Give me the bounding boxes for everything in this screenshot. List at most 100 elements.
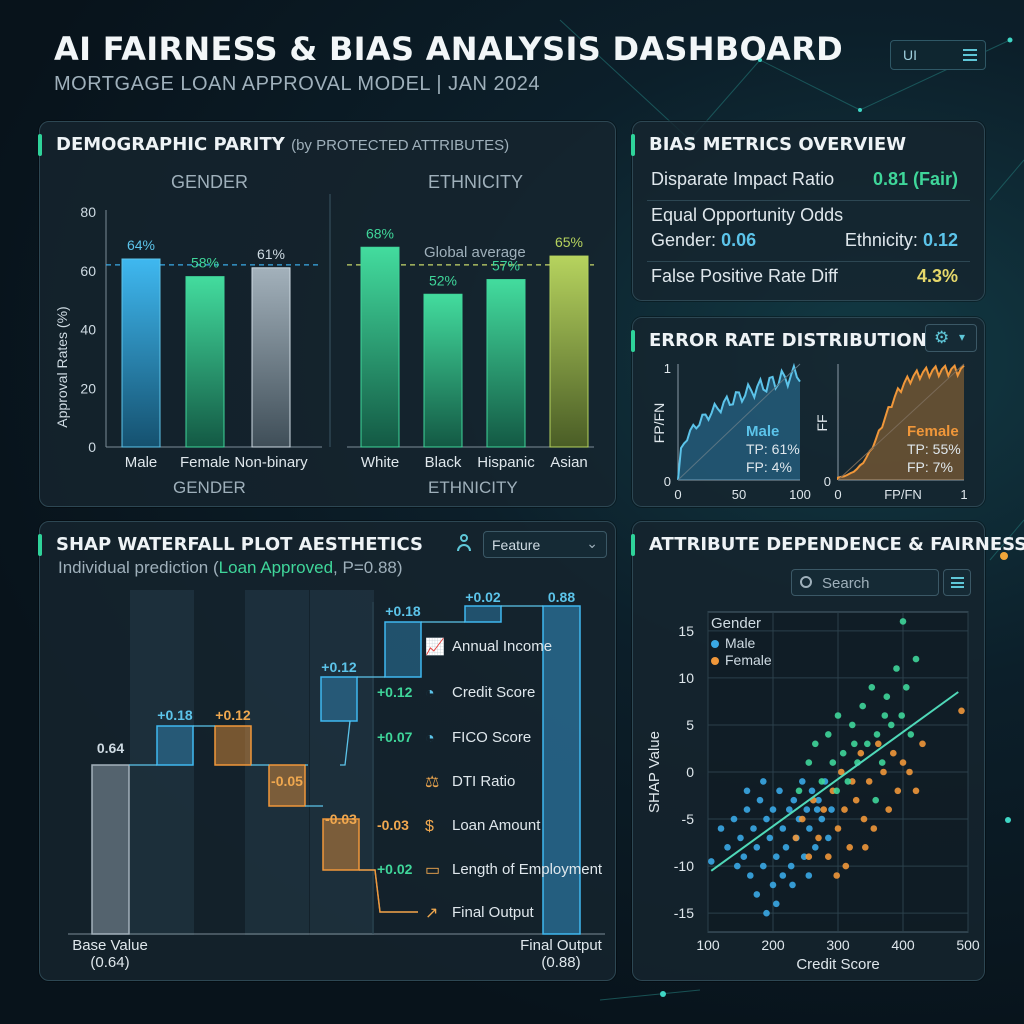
base-label-text: Base Value	[72, 937, 148, 954]
trend-line	[710, 691, 959, 872]
list-menu-button[interactable]	[943, 569, 971, 596]
right-x-label: FP/FN	[884, 487, 922, 502]
dashboard-title: AI FAIRNESS & BIAS ANALYSIS DASHBOARD	[54, 30, 844, 68]
left-fp-label: FP: 4%	[746, 459, 792, 475]
y-tick-label: 15	[678, 623, 694, 639]
waterfall-value-label: 0.64	[97, 740, 124, 756]
scatter-point	[773, 900, 780, 908]
waterfall-value-label: -0.05	[271, 773, 303, 789]
gear-icon: ⚙	[934, 328, 950, 347]
scatter-point	[825, 853, 832, 860]
final-label-text: Final Output	[520, 937, 602, 954]
scatter-point	[919, 740, 926, 748]
scatter-point	[894, 787, 902, 795]
scatter-point	[717, 825, 725, 832]
scatter-point	[839, 749, 847, 757]
scatter-point	[825, 731, 832, 738]
scatter-point	[912, 655, 920, 663]
chevron-down-icon: ▾	[959, 330, 966, 344]
ethnicity-label: Ethnicity:	[844, 230, 918, 250]
left-y-tick: 1	[664, 361, 671, 376]
scatter-point	[898, 712, 905, 719]
gauge-icon: ◔	[425, 685, 435, 702]
scatter-point	[724, 844, 731, 851]
scatter-point	[820, 806, 827, 813]
scatter-point	[842, 862, 850, 870]
waterfall-bar	[384, 621, 422, 678]
feature-name: Annual Income	[452, 638, 552, 655]
bar-female	[185, 276, 225, 448]
chart-icon: 📈	[425, 637, 445, 656]
panel-title: ERROR RATE DISTRIBUTION	[649, 330, 927, 351]
left-x-tick: 0	[674, 487, 681, 502]
x-tick-label: 300	[826, 937, 850, 953]
left-tp-label: TP: 61%	[746, 441, 800, 457]
bar-value-label: 61%	[257, 246, 285, 262]
left-curve-line	[677, 362, 801, 481]
divider	[647, 261, 970, 262]
attribute-scatter-chart: 100 200 300 400 500 -15 -10 -5 0 5 10 15 Credit Scor…	[646, 611, 980, 973]
scatter-point	[885, 806, 892, 813]
shap-waterfall-chart: 0.64 +0.18 +0.12 -0.05 -0.03 +0.12 +0.18 +0.02 0…	[68, 589, 605, 935]
x-axis-label: Credit Score	[796, 956, 879, 973]
waterfall-value-label: +0.18	[157, 707, 193, 723]
scatter-point	[872, 796, 879, 804]
scatter-point	[805, 759, 813, 766]
panel-title: SHAP WATERFALL PLOT AESTHETICS	[56, 534, 423, 555]
bar-asian	[549, 255, 589, 448]
right-fp-label: FP: 7%	[907, 459, 953, 475]
scatter-point	[828, 806, 835, 813]
shap-waterfall-panel: SHAP WATERFALL PLOT AESTHETICS Individua…	[38, 521, 616, 981]
waterfall-bar	[464, 605, 502, 623]
waterfall-connector-orange	[359, 869, 418, 913]
left-group-label: Male	[746, 423, 779, 440]
scatter-point	[763, 815, 770, 823]
scatter-point	[763, 909, 770, 917]
scatter-point	[878, 759, 886, 766]
equal-opportunity-values: Gender: 0.06 Ethnicity: 0.12	[651, 230, 958, 251]
search-input[interactable]: Search	[822, 575, 870, 592]
user-icon[interactable]	[455, 532, 473, 552]
rocket-icon: ↗	[425, 905, 438, 922]
legend-female-text: Female	[725, 652, 772, 668]
scatter-point	[864, 740, 871, 748]
bar-value-label: 65%	[555, 234, 583, 250]
x-tick-label: 400	[891, 937, 915, 953]
right-curve-line	[837, 363, 965, 480]
y-tick-label: 60	[80, 263, 96, 279]
demographic-parity-chart: 0 20 40 60 80 Approval Rates (%) Global averag…	[54, 194, 594, 471]
ui-menu-widget[interactable]: UI	[890, 40, 986, 70]
scatter-point	[773, 853, 780, 860]
y-tick-label: -15	[674, 905, 694, 921]
divider	[647, 200, 970, 201]
base-value-text: (0.64)	[90, 954, 130, 971]
search-icon	[800, 576, 812, 588]
x-tick-label: 100	[696, 937, 720, 953]
settings-dropdown[interactable]: ⚙ ▾	[925, 324, 977, 352]
scatter-point	[756, 796, 764, 804]
ui-label: UI	[903, 47, 917, 63]
gender-footer: GENDER	[173, 478, 246, 497]
subtitle-prefix: Individual prediction (	[58, 558, 219, 577]
scatter-point	[779, 825, 787, 832]
scatter-point	[888, 721, 895, 729]
scatter-point	[852, 796, 860, 804]
column-shade	[245, 590, 309, 935]
left-y-label: FP/FN	[651, 403, 667, 443]
ethnicity-footer: ETHNICITY	[428, 478, 518, 497]
scatter-point	[779, 872, 787, 879]
bar-male	[121, 258, 161, 448]
hamburger-icon[interactable]	[963, 49, 977, 61]
scatter-point	[838, 768, 845, 776]
right-x-tick: 1	[960, 487, 967, 502]
search-box[interactable]: Search	[791, 569, 939, 596]
scatter-point	[760, 862, 767, 870]
scatter-point	[857, 749, 865, 757]
right-tp-label: TP: 55%	[907, 441, 961, 457]
scatter-point	[805, 872, 813, 879]
panel-title: BIAS METRICS OVERVIEW	[649, 134, 907, 155]
feature-dropdown[interactable]: Feature ⌄	[483, 531, 607, 558]
scatter-point	[782, 844, 790, 851]
scatter-point	[708, 858, 715, 865]
bar-non-binary	[251, 267, 291, 448]
